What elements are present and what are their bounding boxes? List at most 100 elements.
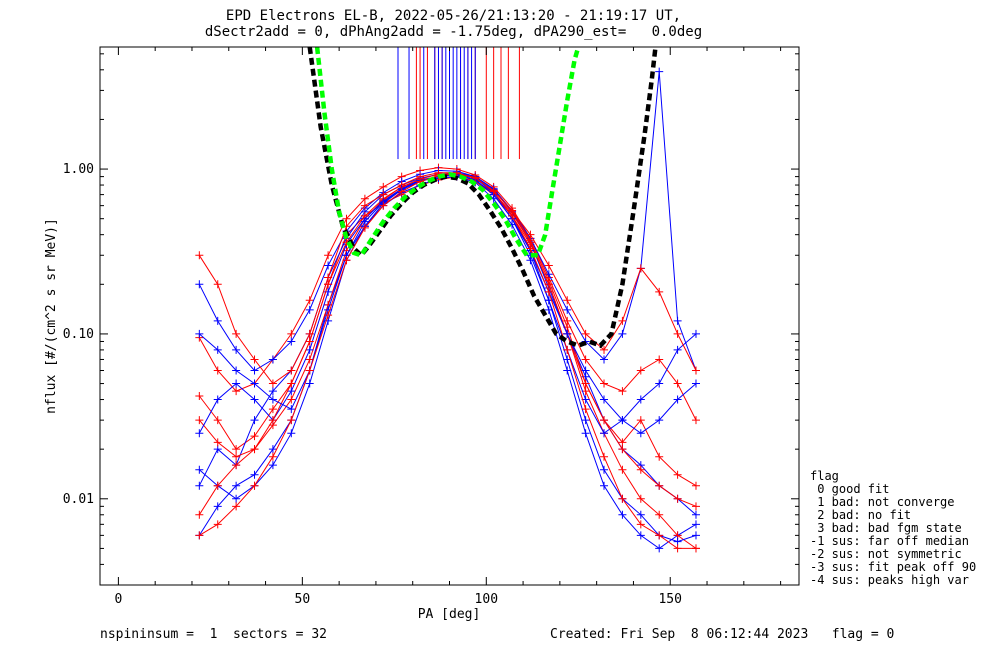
data-point: [600, 465, 609, 474]
data-point: [324, 251, 333, 260]
data-point: [324, 280, 333, 289]
series-line-4: [198, 71, 697, 372]
chart-subtitle: dSectr2add = 0, dPhAng2add = -1.75deg, d…: [204, 24, 703, 40]
data-point: [213, 366, 222, 375]
data-point: [360, 194, 369, 203]
data-point: [305, 345, 314, 354]
data-point: [673, 494, 682, 503]
footer-sector-info: nspininsum = 1 sectors = 32: [100, 627, 327, 642]
data-point: [195, 510, 204, 519]
series-line-5: [198, 174, 697, 549]
data-point: [305, 366, 314, 375]
data-point: [655, 452, 664, 461]
x-tick-label: 50: [295, 592, 311, 607]
data-point: [195, 465, 204, 474]
data-point: [324, 311, 333, 320]
legend-item: -1 sus: far off median: [810, 534, 969, 548]
data-point: [673, 395, 682, 404]
data-point: [691, 366, 700, 375]
data-point: [563, 345, 572, 354]
data-point: [636, 395, 645, 404]
data-point: [655, 379, 664, 388]
data-point: [287, 405, 296, 414]
data-point: [581, 416, 590, 425]
data-point: [691, 502, 700, 511]
data-point: [342, 214, 351, 223]
data-point: [268, 461, 277, 470]
data-point: [213, 445, 222, 454]
data-point: [342, 256, 351, 265]
data-point: [673, 379, 682, 388]
data-point: [213, 345, 222, 354]
data-point: [250, 416, 259, 425]
data-point: [250, 395, 259, 404]
data-point: [268, 445, 277, 454]
data-point: [305, 296, 314, 305]
data-point: [360, 201, 369, 210]
data-point: [691, 510, 700, 519]
data-point: [305, 305, 314, 314]
data-point: [508, 211, 517, 220]
data-point: [544, 261, 553, 270]
data-point: [618, 510, 627, 519]
data-point: [655, 531, 664, 540]
series-line-10: [198, 173, 697, 434]
series-line-0: [198, 176, 697, 487]
data-point: [600, 345, 609, 354]
data-point: [618, 494, 627, 503]
data-point: [673, 537, 682, 546]
data-point: [213, 520, 222, 529]
data-point: [581, 379, 590, 388]
legend-item: 3 bad: bad fgm state: [810, 521, 962, 535]
data-point: [268, 405, 277, 414]
x-tick-label: 0: [114, 592, 122, 607]
flag-legend: flag 0 good fit 1 bad: not converge 2 ba…: [810, 470, 976, 587]
data-point: [526, 244, 535, 253]
data-point: [305, 337, 314, 346]
data-point: [232, 379, 241, 388]
data-point: [268, 387, 277, 396]
data-point: [691, 379, 700, 388]
data-point: [213, 316, 222, 325]
legend-item: -4 sus: peaks high var: [810, 573, 969, 587]
data-point: [526, 236, 535, 245]
series-line-9: [198, 172, 697, 516]
data-point: [544, 276, 553, 285]
data-point: [673, 316, 682, 325]
data-point: [691, 531, 700, 540]
data-layer: [195, 46, 700, 553]
data-point: [250, 432, 259, 441]
data-point: [489, 187, 498, 196]
data-point: [600, 481, 609, 490]
footer-created-info: Created: Fri Sep 8 06:12:44 2023 flag = …: [550, 627, 895, 642]
legend-item: 0 good fit: [810, 482, 890, 496]
data-point: [655, 544, 664, 553]
series-line-2: [198, 167, 697, 421]
data-point: [636, 465, 645, 474]
data-point: [691, 416, 700, 425]
data-point: [581, 329, 590, 338]
data-point: [581, 429, 590, 438]
data-point: [195, 251, 204, 260]
data-point: [636, 531, 645, 540]
data-point: [563, 366, 572, 375]
data-point: [213, 416, 222, 425]
data-point: [471, 173, 480, 182]
data-point: [673, 544, 682, 553]
data-point: [232, 445, 241, 454]
data-point: [195, 429, 204, 438]
data-point: [636, 494, 645, 503]
series-line-7: [198, 172, 697, 385]
data-point: [232, 452, 241, 461]
data-point: [232, 481, 241, 490]
data-point: [232, 387, 241, 396]
data-point: [232, 461, 241, 470]
data-point: [287, 379, 296, 388]
data-point: [268, 379, 277, 388]
data-point: [618, 329, 627, 338]
data-point: [213, 502, 222, 511]
data-point: [287, 416, 296, 425]
data-point: [397, 187, 406, 196]
data-point: [600, 395, 609, 404]
